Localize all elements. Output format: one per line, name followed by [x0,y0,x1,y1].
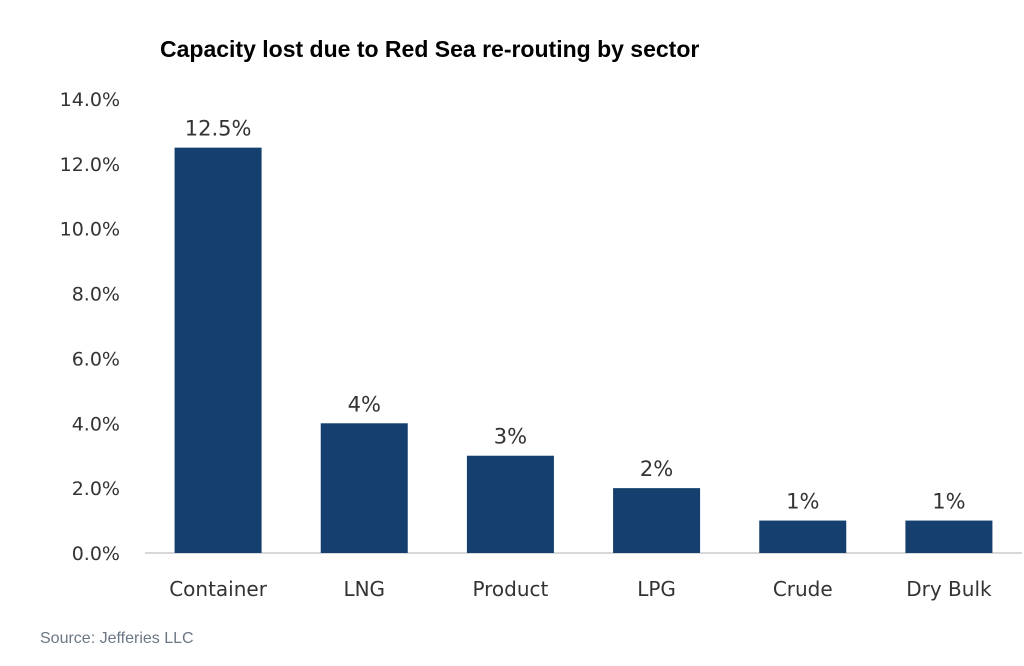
y-tick-label: 6.0% [72,348,120,370]
data-label: 3% [494,425,527,449]
x-category-label: Container [169,577,268,601]
y-tick-label: 10.0% [60,219,120,241]
x-axis-categories: Container LNG Product LPG Crude Dry Bulk [169,577,992,601]
data-label: 2% [640,457,673,481]
y-tick-label: 4.0% [72,413,120,435]
data-label: 12.5% [185,117,252,141]
y-axis-ticks: 0.0% 2.0% 4.0% 6.0% 8.0% 10.0% 12.0% 14.0% [60,89,120,565]
bar [905,520,993,553]
y-tick-label: 14.0% [60,89,120,111]
x-category-label: LNG [343,577,385,601]
chart-title: Capacity lost due to Red Sea re-routing … [160,36,700,62]
x-category-label: LPG [637,577,676,601]
y-tick-label: 12.0% [60,154,120,176]
y-tick-label: 8.0% [72,284,120,306]
bar [174,147,262,553]
bar [613,488,701,553]
y-tick-label: 0.0% [72,543,120,565]
bar [759,520,847,553]
bar [466,455,554,553]
x-category-label: Crude [773,577,833,601]
data-labels-group: 12.5% 4% 3% 2% 1% 1% [185,117,966,514]
data-label: 1% [786,490,819,514]
bars-group [174,147,993,553]
data-label: 4% [348,392,381,416]
x-category-label: Product [472,577,548,601]
y-tick-label: 2.0% [72,478,120,500]
source-note: Source: Jefferies LLC [40,630,194,647]
x-category-label: Dry Bulk [906,577,992,601]
data-label: 1% [932,490,965,514]
bar [320,423,408,553]
